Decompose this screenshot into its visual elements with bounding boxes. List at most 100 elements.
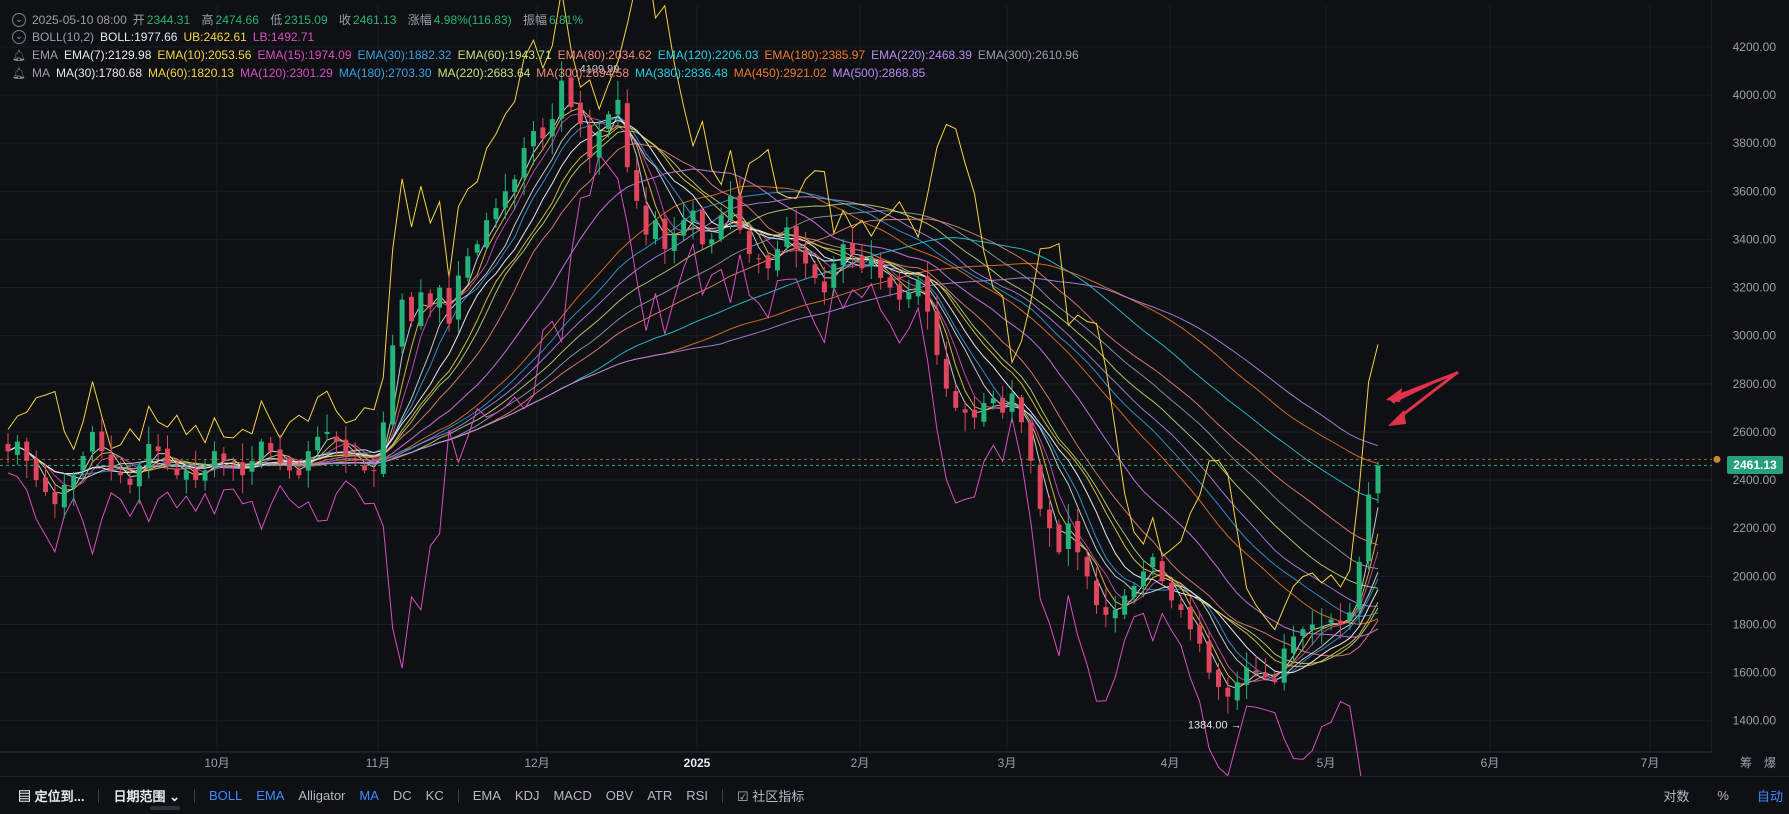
candle-body — [268, 442, 274, 452]
candle-body — [812, 264, 818, 278]
y-tick-label: 1600.00 — [1733, 666, 1777, 680]
candle-body — [484, 220, 490, 248]
candle-body — [1206, 641, 1212, 673]
x-tick-label: 7月 — [1641, 756, 1660, 770]
indicator-lines — [7, 0, 1379, 813]
candle-body — [540, 127, 546, 139]
indicator-tab-alligator[interactable]: Alligator — [298, 788, 346, 803]
sub-indicator-tab-ema[interactable]: EMA — [472, 788, 501, 803]
x-tick-label: 11月 — [366, 756, 390, 770]
indicator-tab-ma[interactable]: MA — [359, 788, 379, 803]
candle-body — [512, 179, 518, 193]
candle-body — [709, 239, 715, 245]
collapse-icon[interactable]: ⌄ — [12, 30, 26, 44]
open-label: 开 — [132, 13, 145, 27]
y-tick-label: 4000.00 — [1733, 88, 1777, 102]
candle-body — [756, 258, 762, 260]
ema-values: EMA(7):2129.98 EMA(10):2053.56 EMA(15):197… — [64, 48, 1085, 62]
candle-body — [24, 441, 30, 461]
sub-indicator-tab-obv[interactable]: OBV — [605, 788, 634, 803]
bell-icon[interactable]: 🔔︎ — [12, 67, 26, 80]
candle-body — [446, 288, 452, 324]
boll-mid-band — [7, 119, 1379, 674]
candle-body — [1028, 422, 1034, 461]
candle-body — [1084, 556, 1090, 577]
indicator-tab-kc[interactable]: KC — [425, 788, 444, 803]
candle-body — [934, 312, 940, 355]
ema-value-7: EMA(180):2385.97 — [764, 48, 866, 62]
high-value: 2474.66 — [215, 13, 259, 27]
indicator-tab-ema[interactable]: EMA — [256, 788, 285, 803]
log-scale-toggle[interactable]: 对数 — [1663, 789, 1690, 804]
x-axis: 10月 11月 12月 2025 2月 3月 4月 5月 6月 7月 筹爆 — [204, 756, 1776, 770]
candle-body — [953, 391, 959, 408]
candle-body — [868, 258, 874, 267]
candle-body — [89, 431, 95, 452]
sub-indicator-tabs: EMA KDJ MACD OBV ATR RSI — [459, 788, 708, 803]
candle-body — [61, 484, 67, 508]
y-tick-label: 3200.00 — [1733, 281, 1777, 295]
boll-name[interactable]: BOLL(10,2) — [32, 30, 95, 44]
community-indicators-button[interactable]: ☑ 社区指标 — [736, 789, 805, 804]
candle-body — [530, 131, 536, 147]
candle-body — [240, 462, 246, 476]
candle-body — [437, 287, 443, 308]
ma-value-6: MA(380):2836.48 — [635, 66, 728, 80]
time-scrollbar[interactable] — [150, 806, 180, 810]
candle-body — [455, 275, 461, 320]
ma-value-1: MA(60):1820.13 — [148, 66, 235, 80]
candle-body — [774, 249, 780, 271]
candle-body — [1347, 612, 1353, 621]
candle-body — [906, 292, 912, 300]
x-tick-label: 10月 — [204, 756, 229, 770]
sub-indicator-tab-kdj[interactable]: KDJ — [514, 788, 540, 803]
candle-body — [559, 80, 565, 119]
candle-body — [840, 244, 846, 266]
candle-body — [1131, 585, 1137, 598]
candle-body — [596, 131, 602, 158]
candle-body — [718, 215, 724, 240]
ema-value-0: EMA(7):2129.98 — [63, 48, 152, 62]
separator — [98, 788, 100, 803]
sub-indicator-tab-atr[interactable]: ATR — [647, 788, 673, 803]
candle-body — [1272, 678, 1278, 683]
y-tick-label: 2400.00 — [1733, 473, 1777, 487]
candle-body — [615, 99, 621, 115]
axis-extra-label: 筹 — [1740, 756, 1752, 770]
calendar-icon: ▤ — [18, 789, 35, 804]
y-tick-label: 3800.00 — [1733, 136, 1777, 150]
locate-button[interactable]: ▤ 定位到... — [18, 789, 85, 804]
ema-name[interactable]: EMA — [31, 48, 58, 62]
candle-body — [371, 470, 377, 472]
candle-body — [465, 256, 471, 278]
y-tick-label: 1400.00 — [1733, 714, 1777, 728]
candle-body — [1112, 610, 1118, 619]
candle-body — [943, 358, 949, 389]
candle-body — [972, 409, 978, 418]
candle-body — [568, 77, 574, 108]
amplitude-value: 6.81% — [548, 13, 583, 27]
collapse-icon[interactable]: ⌄ — [12, 12, 26, 27]
indicator-tab-boll[interactable]: BOLL — [209, 788, 243, 803]
candle-body — [80, 456, 86, 471]
candle-body — [1244, 667, 1250, 685]
percent-scale-toggle[interactable]: % — [1717, 788, 1729, 803]
chart-annotations: 4109.99 1384.00 → — [0, 64, 1721, 732]
sub-indicator-tab-macd[interactable]: MACD — [553, 788, 592, 803]
bell-icon[interactable]: 🔔︎ — [12, 49, 26, 62]
ema-value-4: EMA(60):1943.71 — [457, 48, 552, 62]
candle-body — [362, 465, 368, 471]
ema-value-6: EMA(120):2206.03 — [657, 48, 759, 62]
sub-indicator-tab-rsi[interactable]: RSI — [686, 788, 708, 803]
candle-body — [1356, 561, 1362, 610]
candle-body — [671, 234, 677, 251]
candle-body — [803, 250, 809, 264]
auto-scale-toggle[interactable]: 自动 — [1756, 789, 1783, 804]
indicator-line — [7, 210, 1379, 570]
candle-body — [1169, 582, 1175, 601]
date-range-button[interactable]: 日期范围 ⌄ — [113, 789, 180, 804]
ma-name[interactable]: MA — [31, 66, 50, 80]
separator — [194, 788, 195, 803]
indicator-tab-dc[interactable]: DC — [392, 788, 412, 803]
